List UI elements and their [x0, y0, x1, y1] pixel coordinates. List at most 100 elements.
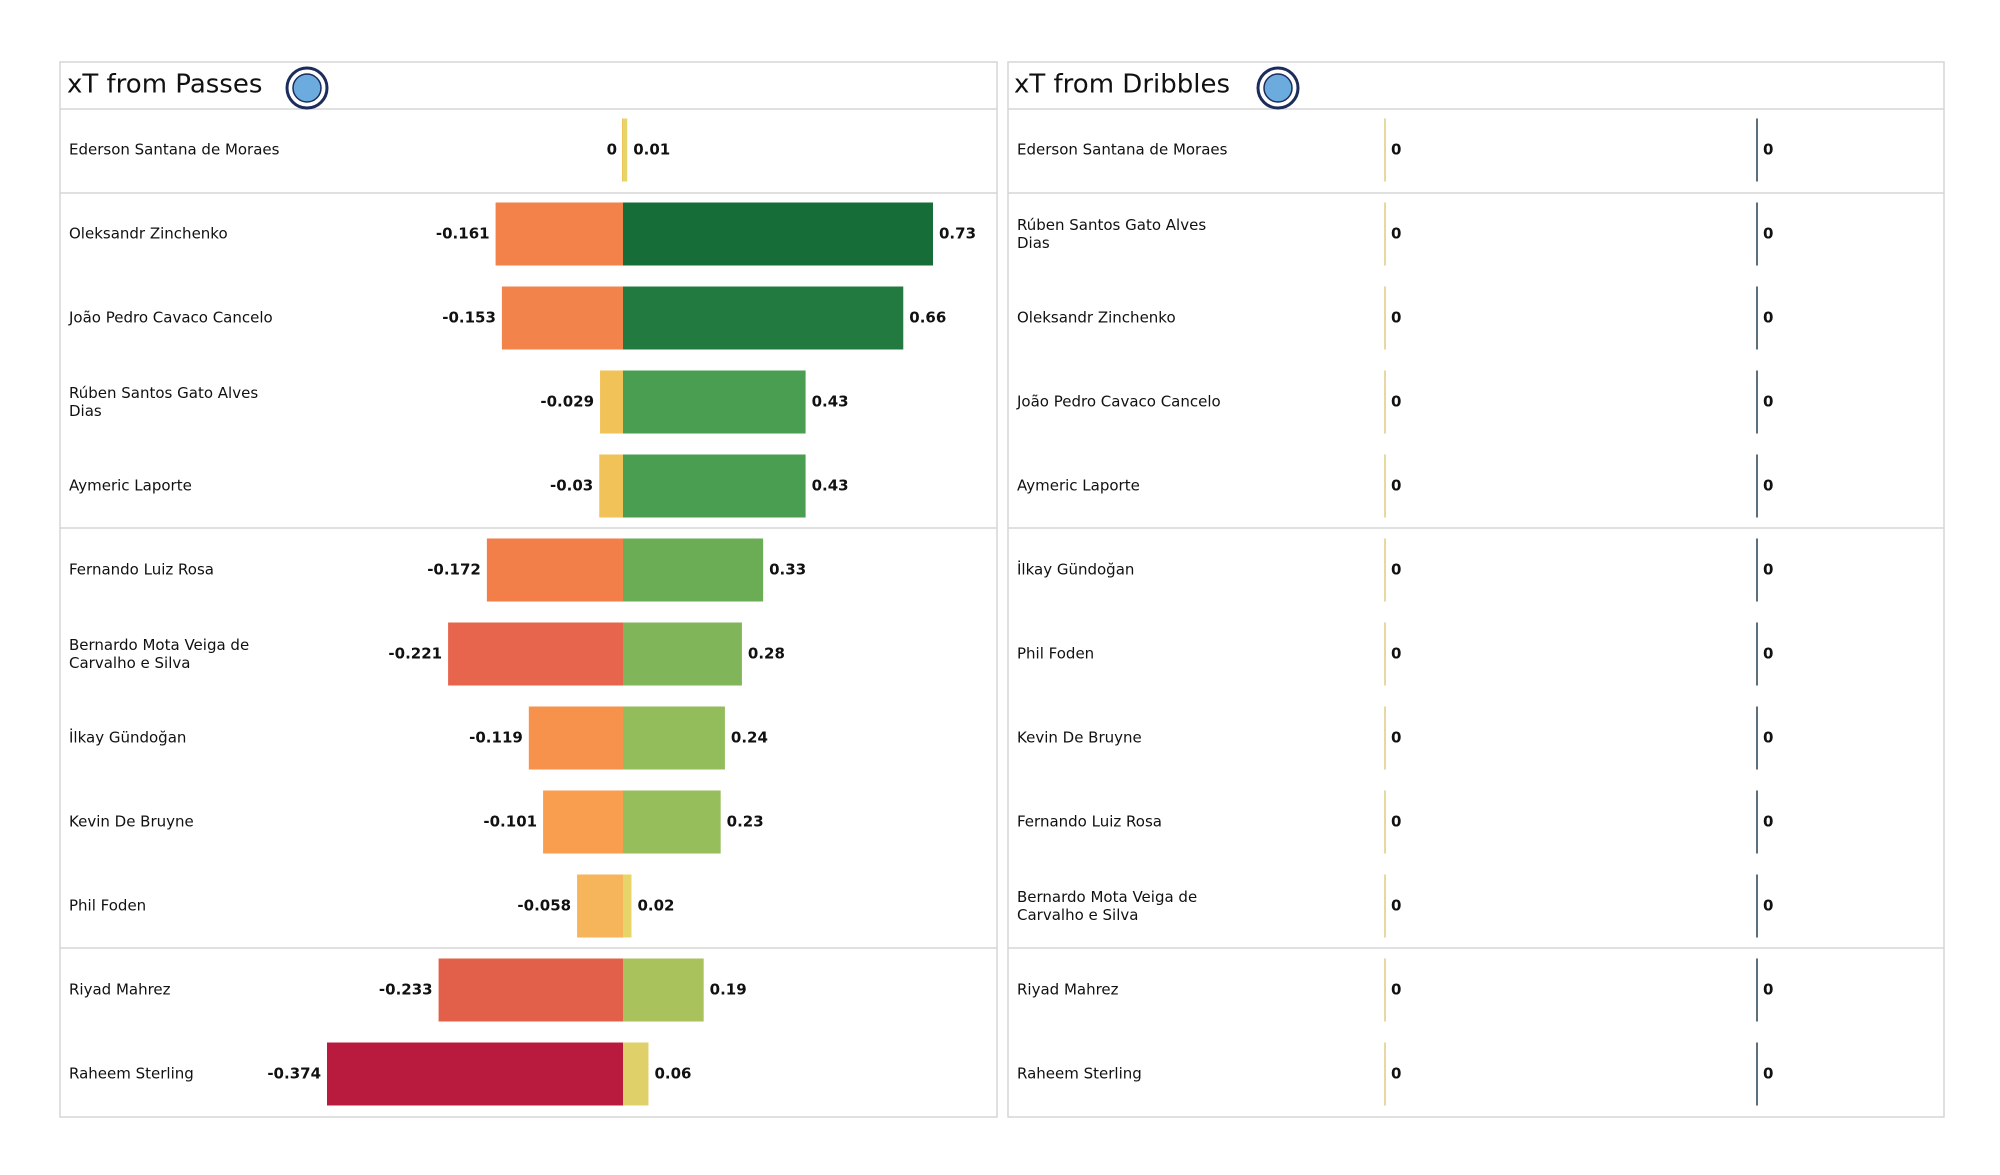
bar [486, 538, 623, 602]
bar [1756, 538, 1758, 602]
panel-frames [59, 61, 1945, 1118]
category-label: Ederson Santana de Moraes [1017, 141, 1228, 159]
bar [1384, 874, 1386, 938]
bar [501, 286, 623, 350]
logo-shield [1263, 73, 1293, 103]
bar [1384, 202, 1386, 266]
value-label: -0.374 [267, 1065, 321, 1083]
value-label: 0 [1391, 729, 1401, 747]
value-label: 0.28 [748, 645, 785, 663]
bar [623, 1042, 649, 1106]
bar [1756, 454, 1758, 518]
value-label: 0.43 [812, 477, 849, 495]
category-label: Kevin De Bruyne [69, 813, 194, 831]
category-label: Rúben Santos Gato Alves Dias [69, 384, 258, 420]
category-label: İlkay Gündoğan [1017, 560, 1134, 579]
category-label: Oleksandr Zinchenko [1017, 309, 1176, 327]
bar [528, 706, 623, 770]
value-label: 0 [607, 141, 617, 159]
bar [623, 202, 933, 266]
value-label: -0.03 [550, 477, 593, 495]
bar [623, 454, 806, 518]
bar [599, 454, 623, 518]
value-label: 0.33 [769, 561, 806, 579]
bar [1756, 118, 1758, 182]
value-label: 0.02 [637, 897, 674, 915]
value-label: 0 [1763, 729, 1773, 747]
category-label: João Pedro Cavaco Cancelo [1016, 393, 1221, 411]
value-label: 0.43 [812, 393, 849, 411]
bar [543, 790, 623, 854]
bar [1384, 454, 1386, 518]
bar [623, 370, 806, 434]
value-label: 0 [1391, 897, 1401, 915]
value-label: 0 [1391, 309, 1401, 327]
value-label: 0.23 [727, 813, 764, 831]
category-label: Phil Foden [69, 897, 146, 915]
value-label: 0 [1763, 981, 1773, 999]
category-label: Oleksandr Zinchenko [69, 225, 228, 243]
category-label: Rúben Santos Gato Alves Dias [1017, 216, 1206, 252]
club-logo [285, 66, 329, 110]
bar [327, 1042, 623, 1106]
bar [623, 118, 628, 182]
club-logo [1256, 66, 1300, 110]
value-label: -0.119 [469, 729, 523, 747]
category-label: Raheem Sterling [69, 1065, 194, 1083]
value-label: 0 [1763, 1065, 1773, 1083]
value-label: 0 [1391, 561, 1401, 579]
value-label: 0 [1391, 225, 1401, 243]
category-label: Fernando Luiz Rosa [69, 561, 214, 579]
value-label: 0 [1391, 477, 1401, 495]
value-label: 0.19 [710, 981, 747, 999]
bar [1384, 118, 1386, 182]
value-label: -0.233 [379, 981, 433, 999]
category-label: Bernardo Mota Veiga de Carvalho e Silva [69, 636, 249, 672]
bar [623, 622, 742, 686]
value-label: 0 [1763, 813, 1773, 831]
panel-frame [59, 61, 998, 1118]
bar [1384, 958, 1386, 1022]
category-label: Kevin De Bruyne [1017, 729, 1142, 747]
category-label: Fernando Luiz Rosa [1017, 813, 1162, 831]
bar [1756, 202, 1758, 266]
bar [1384, 286, 1386, 350]
value-label: 0 [1763, 477, 1773, 495]
bar [600, 370, 623, 434]
bar [623, 706, 725, 770]
bar [1384, 370, 1386, 434]
value-label: 0 [1391, 645, 1401, 663]
value-label: 0 [1391, 1065, 1401, 1083]
value-label: 0.06 [654, 1065, 691, 1083]
category-label: Phil Foden [1017, 645, 1094, 663]
panel-frame [1007, 61, 1945, 1118]
bar [1384, 706, 1386, 770]
bar [1384, 622, 1386, 686]
value-label: 0.66 [909, 309, 946, 327]
chart-title: xT from Passes [67, 70, 262, 100]
bar [623, 874, 632, 938]
bar [623, 958, 704, 1022]
bar [1384, 538, 1386, 602]
chart-title: xT from Dribbles [1014, 70, 1230, 100]
bar [623, 790, 721, 854]
value-label: 0 [1391, 393, 1401, 411]
category-label: Ederson Santana de Moraes [69, 141, 280, 159]
value-label: -0.172 [427, 561, 481, 579]
category-label: Riyad Mahrez [1017, 981, 1119, 999]
category-label: İlkay Gündoğan [69, 728, 186, 747]
value-label: -0.101 [483, 813, 537, 831]
value-label: -0.153 [442, 309, 496, 327]
logo-shield [292, 73, 322, 103]
category-label: Raheem Sterling [1017, 1065, 1142, 1083]
bar [623, 538, 764, 602]
category-label: Bernardo Mota Veiga de Carvalho e Silva [1017, 888, 1197, 924]
value-label: -0.161 [436, 225, 490, 243]
value-label: 0 [1763, 897, 1773, 915]
value-label: 0.73 [939, 225, 976, 243]
bar [1756, 958, 1758, 1022]
value-label: -0.058 [517, 897, 571, 915]
bar [1756, 790, 1758, 854]
